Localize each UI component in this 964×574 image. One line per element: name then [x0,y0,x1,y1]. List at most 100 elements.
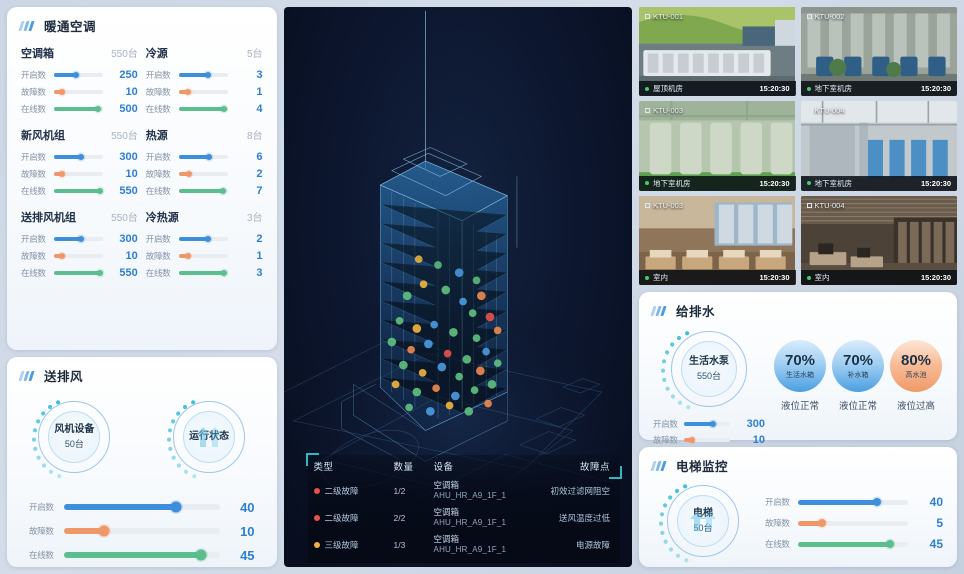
water-gauge[interactable]: 70% 补水箱 液位正常 [829,340,887,412]
slider-row[interactable]: 在线数 500 [21,100,138,117]
slider-value: 3 [256,266,263,279]
camera-tile[interactable]: KTU-003 室内 15:20:30 [639,195,796,285]
slider-track[interactable] [178,153,228,160]
slider-row[interactable]: 故障数 1 [146,247,263,264]
slider-knob[interactable] [886,540,895,548]
slider-knob[interactable] [220,269,227,276]
slider-knob[interactable] [205,235,212,242]
slider-track[interactable] [178,235,228,242]
slider-knob[interactable] [873,498,882,506]
slider-knob[interactable] [205,71,212,78]
camera-id: KTU-004 [806,201,845,210]
slider-value: 500 [119,102,138,115]
slider-row[interactable]: 开启数 300 [653,416,765,432]
ring-progress-dots-icon [32,400,62,479]
slider-row[interactable]: 在线数 550 [21,264,138,281]
slider-label: 开启数 [29,502,54,512]
slider-knob[interactable] [818,519,827,527]
slider-track[interactable] [54,187,104,194]
slider-knob[interactable] [97,187,104,194]
alarm-row[interactable]: 二级故障 1/2 空调箱 AHU_HR_A9_1F_1 初效过滤网阻空 [308,477,620,504]
slider-track[interactable] [684,421,730,427]
slider-value: 300 [746,418,765,430]
camera-tile[interactable]: KTU-004 地下室机房 15:20:30 [800,101,957,191]
slider-knob[interactable] [184,88,191,95]
slider-row[interactable]: 故障数 10 [653,432,765,448]
airflow-icon [196,427,223,447]
slider-row[interactable]: 在线数 3 [146,264,263,281]
slider-knob[interactable] [77,235,84,242]
slider-knob[interactable] [220,105,227,112]
slider-track[interactable] [798,540,908,548]
slider-knob[interactable] [97,269,104,276]
camera-timestamp: 15:20:30 [759,273,790,282]
slider-row[interactable]: 开启数 2 [146,230,263,247]
slider-track[interactable] [178,252,228,259]
slider-track[interactable] [178,269,228,276]
slider-knob[interactable] [219,187,226,194]
water-gauge[interactable]: 70% 生活水箱 液位正常 [771,340,829,412]
slider-knob[interactable] [58,88,65,95]
slider-knob[interactable] [58,252,65,259]
slider-knob[interactable] [170,501,182,513]
slider-row[interactable]: 开启数 250 [21,66,138,83]
slider-row[interactable]: 开启数 300 [21,230,138,247]
slider-track[interactable] [54,88,103,95]
slider-knob[interactable] [94,105,101,112]
camera-tile[interactable]: KTU-004 室内 15:20:30 [800,195,957,285]
slider-track[interactable] [54,252,103,259]
slider-track[interactable] [64,525,220,537]
slider-knob[interactable] [98,525,110,537]
slider-knob[interactable] [184,252,191,259]
slider-track[interactable] [54,153,103,160]
slider-row[interactable]: 故障数 1 [146,83,263,100]
slider-row[interactable]: 故障数 10 [21,247,138,264]
slider-knob[interactable] [195,549,207,561]
slider-track[interactable] [178,170,228,177]
slider-row[interactable]: 故障数 10 [29,519,255,543]
slider-track[interactable] [178,187,228,194]
slider-track[interactable] [54,105,103,112]
building-3d-view[interactable]: 类型 数量 设备 故障点 二级故障 1/2 空调箱 AHU_HR_A9_1F_1 … [283,7,632,567]
slider-row[interactable]: 开启数 40 [29,495,255,519]
slider-knob[interactable] [58,170,65,177]
water-gauge[interactable]: 80% 高水池 液位过高 [887,340,945,412]
slider-knob[interactable] [72,71,79,78]
slider-row[interactable]: 开启数 6 [146,148,263,165]
slider-track[interactable] [54,170,103,177]
slider-knob[interactable] [689,437,696,443]
alarm-row[interactable]: 二级故障 2/2 空调箱 AHU_HR_A9_1F_1 送风温度过低 [308,504,620,531]
slider-row[interactable]: 在线数 45 [29,543,255,567]
slider-row[interactable]: 在线数 4 [146,100,263,117]
slider-row[interactable]: 在线数 45 [765,534,943,555]
slider-track[interactable] [178,88,228,95]
slider-knob[interactable] [709,421,716,427]
slider-track[interactable] [178,71,228,78]
camera-tile[interactable]: KTU-002 地下室机房 15:20:30 [800,7,957,97]
slider-track[interactable] [178,105,228,112]
slider-value: 2 [256,232,263,245]
slider-row[interactable]: 故障数 2 [146,165,263,182]
slider-row[interactable]: 故障数 5 [765,513,943,534]
slider-row[interactable]: 开启数 300 [21,148,138,165]
slider-row[interactable]: 开启数 3 [146,66,263,83]
alarm-row[interactable]: 三级故障 1/3 空调箱 AHU_HR_A9_1F_1 电源故障 [308,531,620,558]
slider-row[interactable]: 故障数 10 [21,165,138,182]
slider-row[interactable]: 在线数 550 [21,182,138,199]
slider-track[interactable] [54,269,104,276]
slider-track[interactable] [64,549,220,561]
slider-knob[interactable] [206,153,212,160]
slider-track[interactable] [798,519,908,527]
slider-track[interactable] [54,235,103,242]
slider-row[interactable]: 开启数 40 [765,492,943,513]
slider-row[interactable]: 故障数 10 [21,83,138,100]
slider-row[interactable]: 在线数 7 [146,182,263,199]
slider-knob[interactable] [77,153,84,160]
slider-track[interactable] [798,498,908,506]
slider-track[interactable] [684,437,730,443]
slider-knob[interactable] [185,170,192,177]
camera-tile[interactable]: KTU-003 地下室机房 15:20:30 [639,101,796,191]
camera-tile[interactable]: KTU-001 屋顶机房 15:20:30 [639,7,796,97]
slider-track[interactable] [54,71,103,78]
slider-track[interactable] [64,501,220,513]
